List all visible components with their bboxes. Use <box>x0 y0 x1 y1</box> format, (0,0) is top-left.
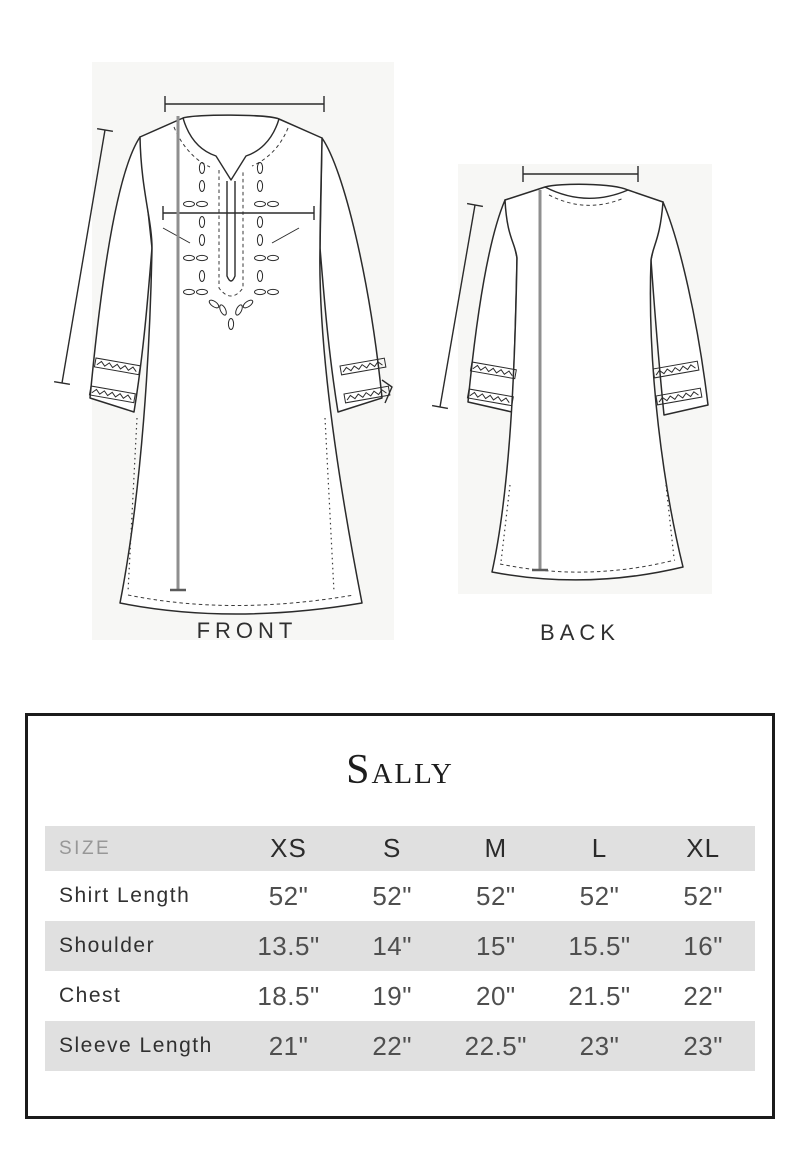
cell-value: 52" <box>268 880 309 911</box>
cell-value: 15.5" <box>568 930 631 961</box>
size-table: SIZE XS S M L XL Shirt Length 52" 52" 52… <box>45 826 755 1071</box>
size-chart-panel: Sally SIZE XS S M L XL Shirt Length <box>25 713 775 1119</box>
column-header-xl: XL <box>686 833 721 863</box>
sleeve-length-measure-line <box>53 128 114 385</box>
tunic-back-sketch-icon <box>431 164 712 594</box>
column-header-l: L <box>591 833 608 863</box>
cell-value: 23" <box>579 1030 620 1061</box>
cell-value: 23" <box>683 1030 723 1061</box>
back-label: BACK <box>540 620 620 645</box>
column-header-s: S <box>383 833 402 863</box>
front-garment-outline <box>89 114 393 615</box>
cell-value: 18.5" <box>257 980 320 1011</box>
back-garment-outline <box>467 183 709 581</box>
cell-value: 52" <box>683 880 723 911</box>
shirt-length-measure-line <box>170 116 186 592</box>
column-header-m: M <box>484 833 508 863</box>
cell-value: 20" <box>476 980 516 1011</box>
cell-value: 52" <box>579 880 620 911</box>
tunic-front-sketch-icon <box>53 62 394 640</box>
cell-value: 13.5" <box>257 930 320 961</box>
cell-value: 21.5" <box>568 980 631 1011</box>
back-length-measure-line <box>532 190 548 572</box>
back-sleeve-measure-line <box>431 202 484 410</box>
shoulder-width-measure-line <box>164 96 325 112</box>
cell-value: 19" <box>372 980 412 1011</box>
column-header-size: SIZE <box>59 837 112 859</box>
neck-embroidery-motif <box>183 162 279 330</box>
back-view-diagram <box>420 150 760 620</box>
row-label: Shirt Length <box>59 884 191 907</box>
cell-value: 21" <box>268 1030 309 1061</box>
back-stitch-lines <box>499 194 676 573</box>
cell-value: 15" <box>476 930 516 961</box>
back-shoulder-measure-line <box>522 166 639 182</box>
table-row-sleeve-length: Sleeve Length 21" 22" 22.5" 23" 23" <box>45 1021 755 1071</box>
cell-value: 22" <box>683 980 723 1011</box>
front-stitch-lines <box>127 126 355 606</box>
cell-value: 52" <box>476 880 516 911</box>
row-label: Chest <box>59 984 122 1007</box>
cell-value: 14" <box>372 930 412 961</box>
product-title: Sally <box>346 747 454 793</box>
cell-value: 22" <box>372 1030 412 1061</box>
column-header-xs: XS <box>270 833 307 863</box>
cell-value: 52" <box>372 880 412 911</box>
table-row-shirt-length: Shirt Length 52" 52" 52" 52" 52" <box>45 871 755 921</box>
row-label: Sleeve Length <box>59 1034 213 1057</box>
row-label: Shoulder <box>59 934 156 957</box>
table-row-chest: Chest 18.5" 19" 20" 21.5" 22" <box>45 971 755 1021</box>
table-row-shoulder: Shoulder 13.5" 14" 15" 15.5" 16" <box>45 921 755 971</box>
cell-value: 22.5" <box>464 1030 527 1061</box>
size-table-header-row: SIZE XS S M L XL <box>45 826 755 871</box>
chest-width-measure-line <box>162 206 315 220</box>
front-label: FRONT <box>196 618 298 643</box>
cell-value: 16" <box>683 930 723 961</box>
front-view-diagram <box>40 50 400 650</box>
